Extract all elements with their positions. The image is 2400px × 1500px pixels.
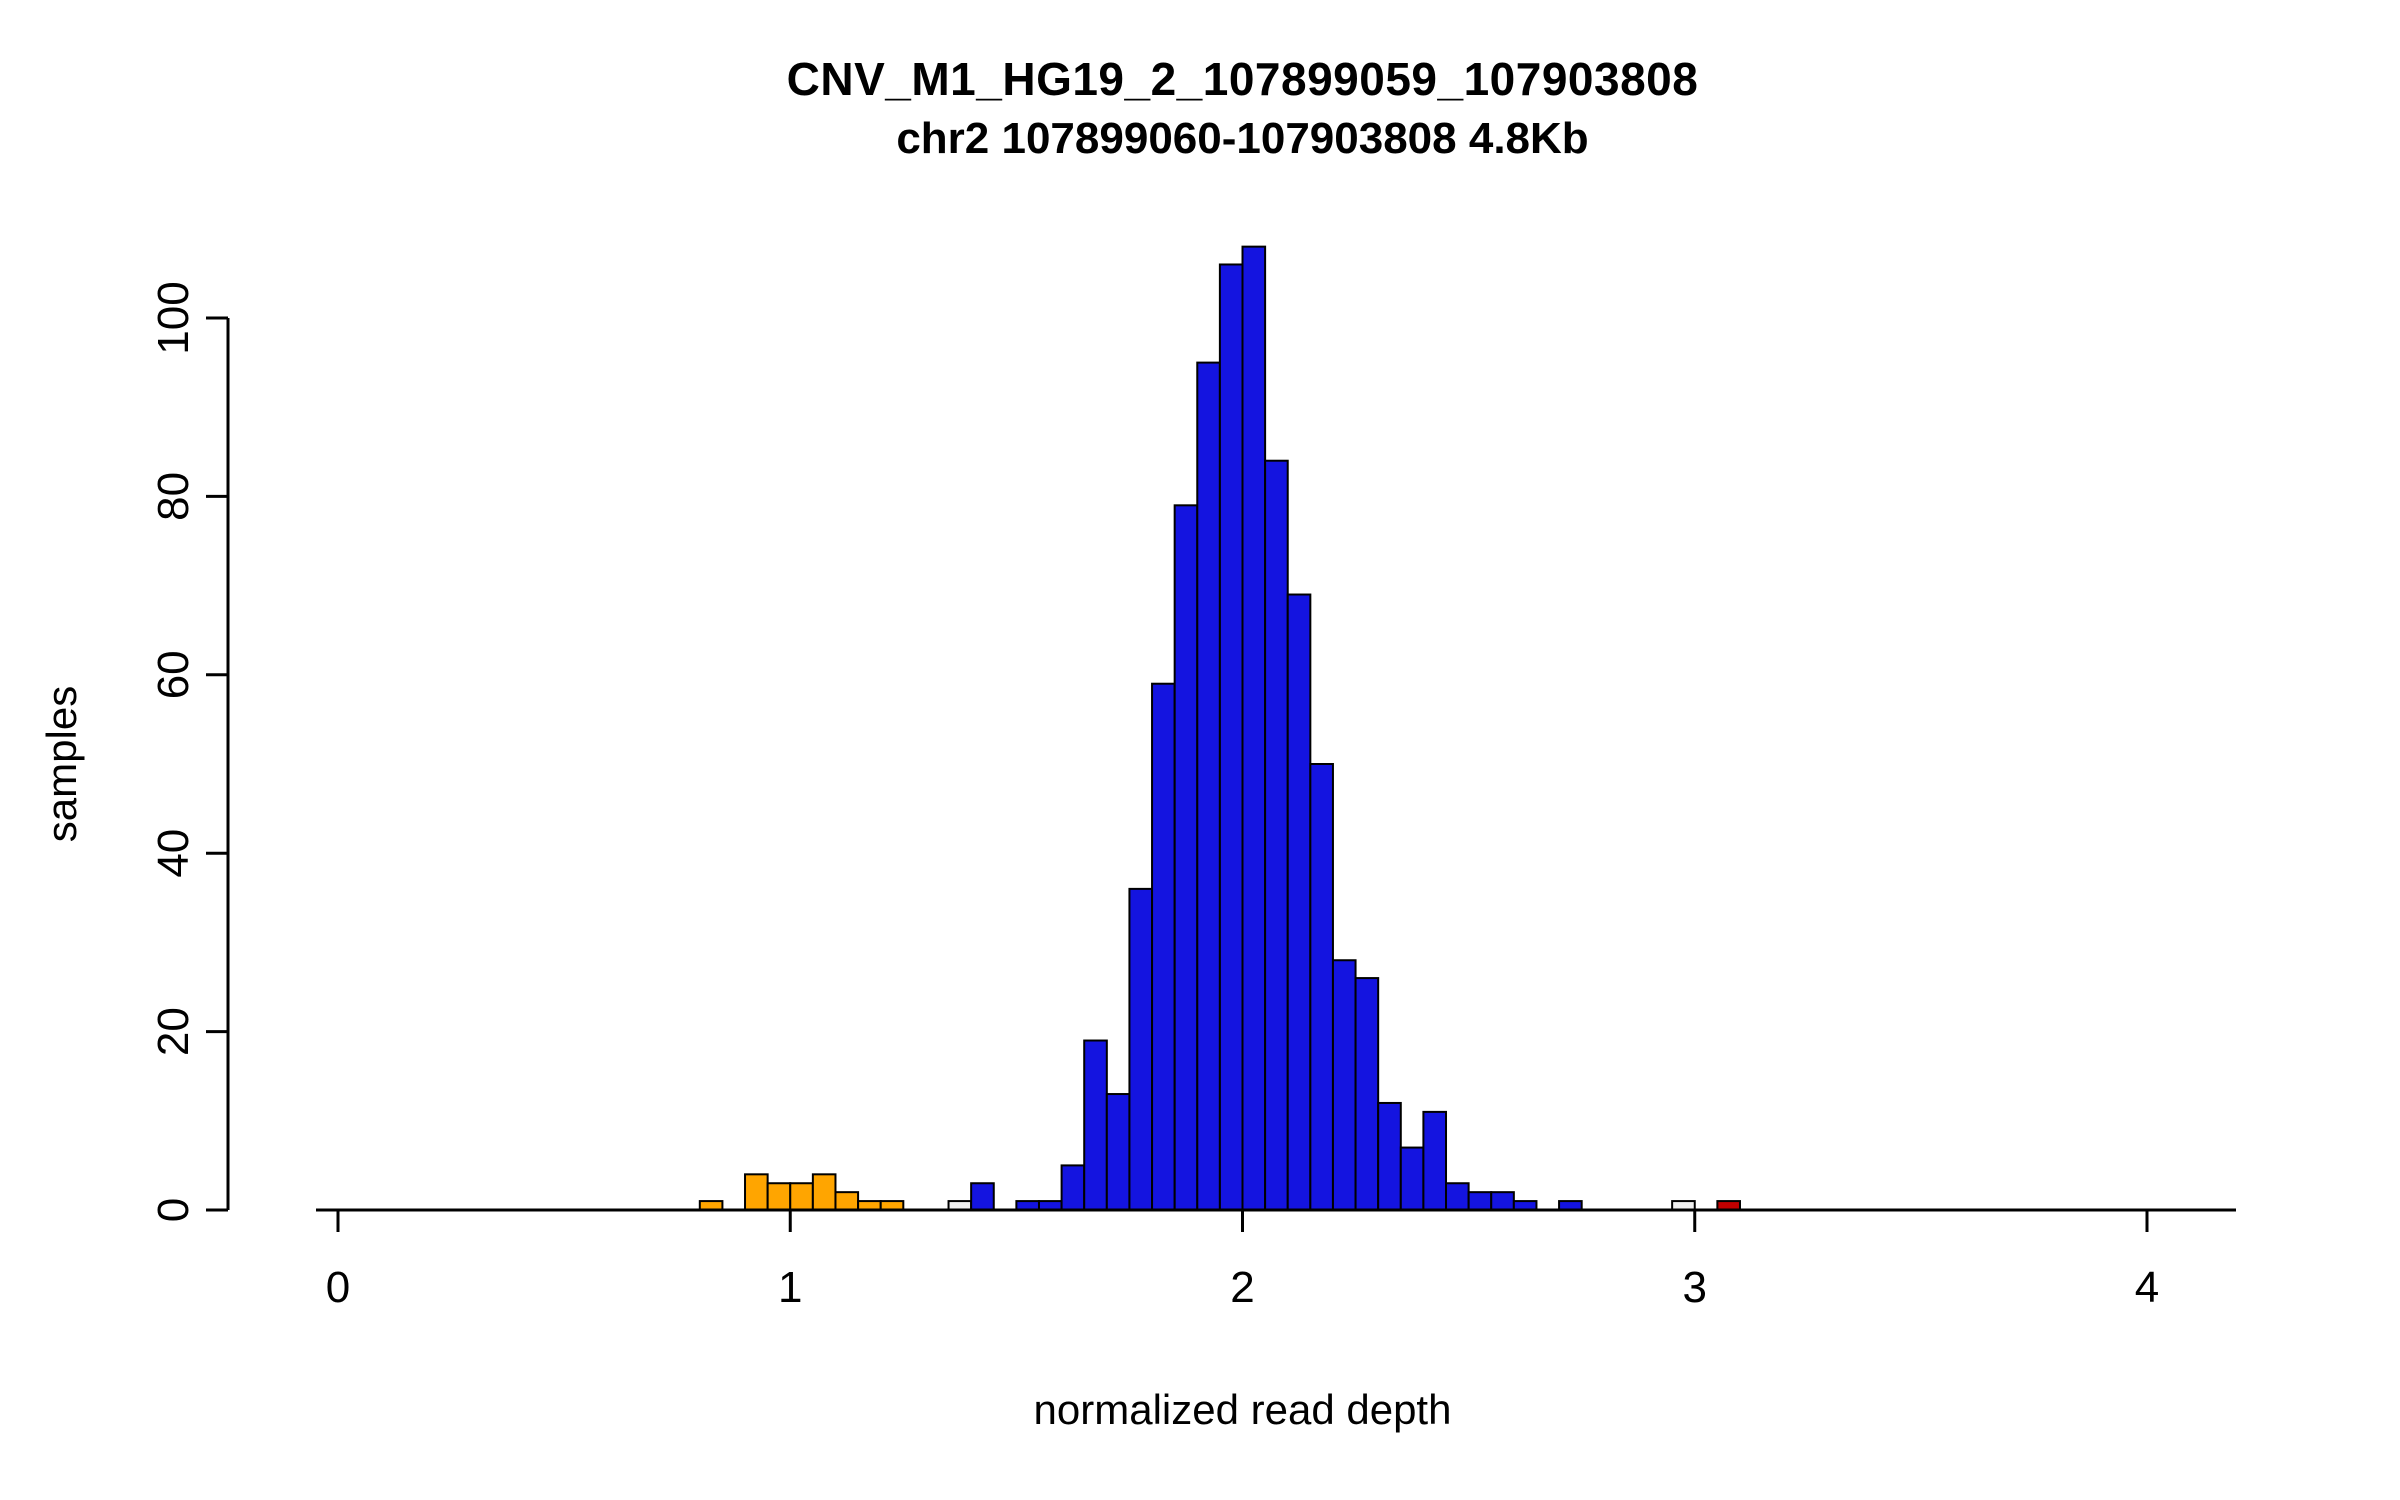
histogram-bar	[834, 1191, 860, 1212]
x-tick-label: 1	[778, 1263, 802, 1312]
histogram-bar	[811, 1173, 837, 1211]
histogram-bar	[1490, 1191, 1515, 1212]
x-tick-label: 0	[326, 1263, 350, 1312]
x-axis-label: normalized read depth	[1033, 1386, 1452, 1433]
x-tick-label: 2	[1230, 1263, 1254, 1312]
y-tick-label: 80	[149, 472, 198, 521]
y-tick-label: 100	[149, 281, 198, 354]
histogram-bar	[1377, 1101, 1402, 1211]
histogram-bar	[1241, 245, 1267, 1211]
histogram-bar	[1173, 504, 1199, 1211]
y-tick-label: 40	[149, 829, 198, 878]
y-tick-label: 0	[149, 1198, 198, 1222]
histogram-bar	[1151, 682, 1176, 1211]
x-tick-label: 4	[2135, 1263, 2159, 1312]
histogram-bar	[1309, 763, 1334, 1211]
histogram-bar	[1354, 977, 1380, 1212]
histogram-bar	[1060, 1164, 1086, 1212]
histogram-bar	[970, 1182, 995, 1211]
histogram-bar	[1467, 1191, 1493, 1212]
histogram-bar	[1128, 887, 1154, 1211]
histogram-bar	[1422, 1110, 1448, 1212]
histogram-bar	[1264, 459, 1289, 1212]
histogram-bar	[1445, 1182, 1470, 1211]
y-tick-label: 20	[149, 1007, 198, 1056]
y-tick-label: 60	[149, 650, 198, 699]
histogram-bar	[1399, 1146, 1425, 1212]
histogram-bar	[744, 1173, 769, 1211]
histogram-bar	[1286, 593, 1312, 1211]
chart-subtitle: chr2 107899060-107903808 4.8Kb	[896, 114, 1589, 163]
histogram-bar	[1083, 1039, 1108, 1212]
histogram-bar	[766, 1182, 792, 1211]
histogram-bar	[1331, 959, 1357, 1211]
x-tick-label: 3	[1683, 1263, 1707, 1312]
histogram-bar	[789, 1182, 814, 1211]
histogram-bar	[1105, 1093, 1131, 1212]
histogram-bar	[1196, 361, 1221, 1212]
histogram-bar	[1218, 263, 1244, 1212]
chart-title: CNV_M1_HG19_2_107899059_107903808	[786, 53, 1699, 105]
